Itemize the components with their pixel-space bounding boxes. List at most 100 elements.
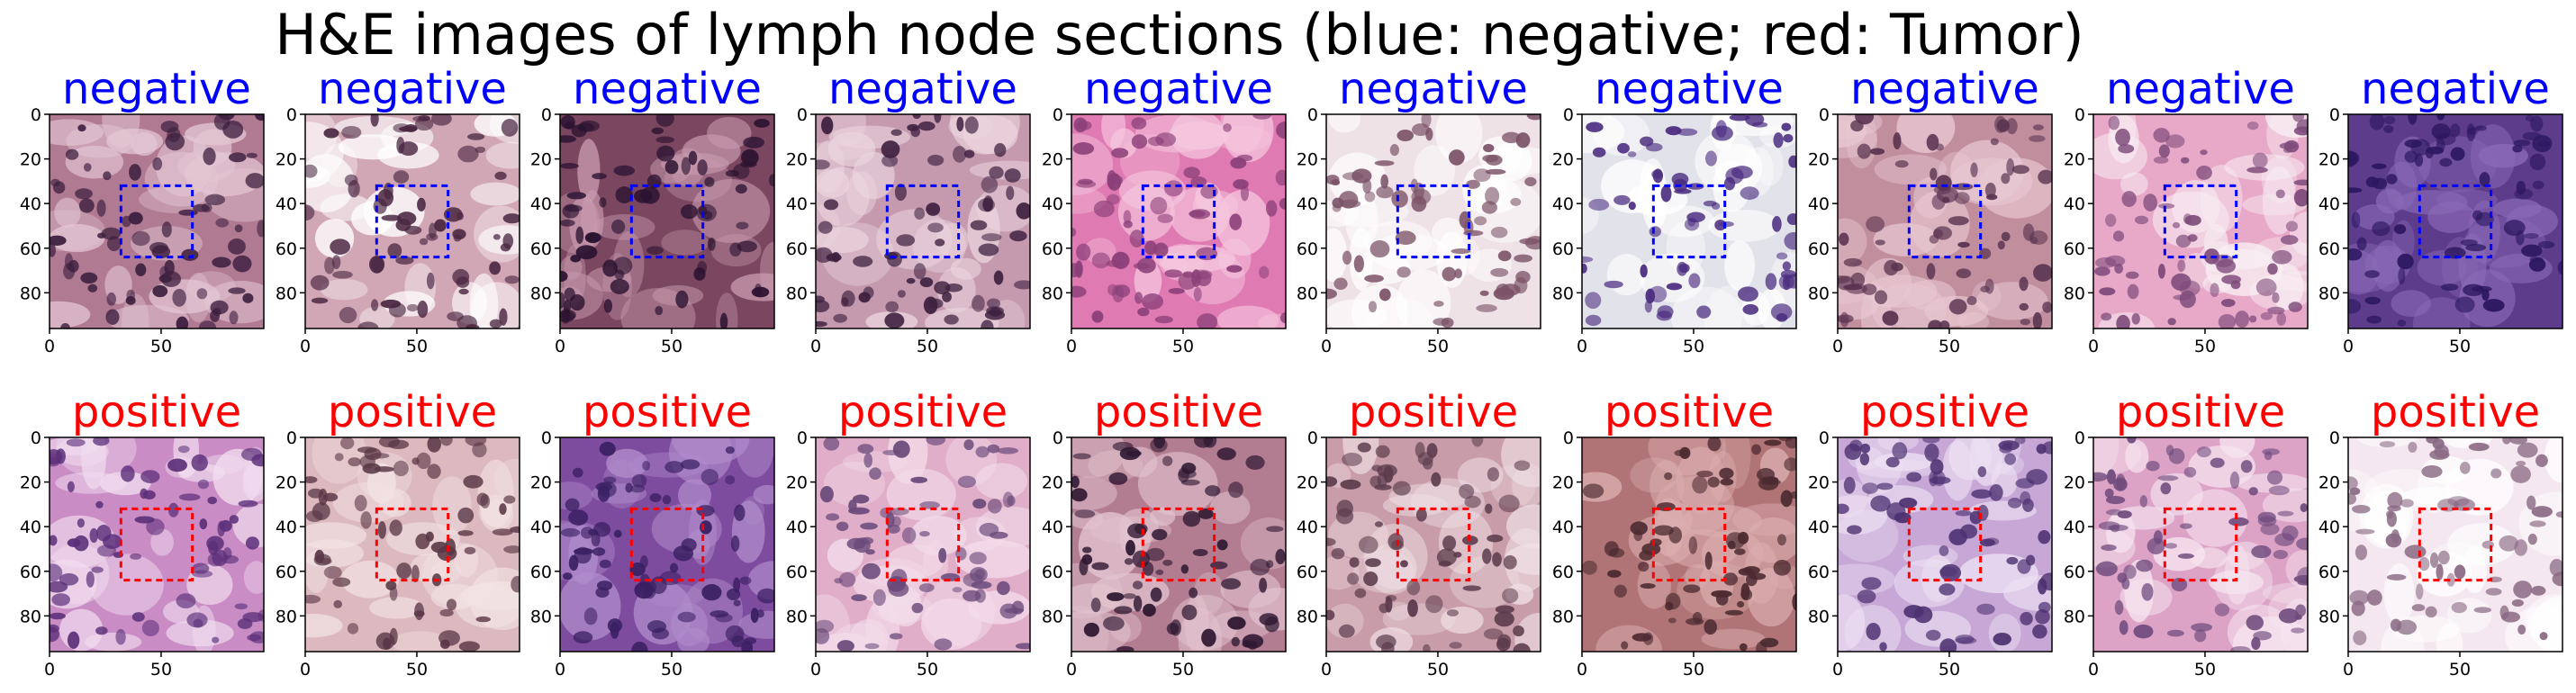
panel-negative-6: negative 0 20 40 60 80 0 50 — [1297, 64, 1541, 356]
y-tick-label: 20 — [786, 150, 808, 170]
y-tick-label: 0 — [797, 105, 808, 125]
y-tick-label: 20 — [20, 150, 41, 170]
x-tick-label: 0 — [300, 337, 311, 356]
y-tick-label: 60 — [786, 562, 808, 582]
y-tick-label: 40 — [2318, 518, 2340, 537]
y-tick-label: 20 — [1042, 473, 1063, 493]
panel-title: positive — [72, 387, 241, 437]
y-tick-label: 80 — [1552, 607, 1574, 626]
x-tick-label: 50 — [150, 660, 172, 680]
y-tick-label: 60 — [276, 239, 297, 259]
panel-negative-3: negative 0 20 40 60 80 0 50 — [530, 64, 775, 356]
x-tick-label: 50 — [661, 660, 682, 680]
tissue-image — [2348, 437, 2562, 652]
x-tick-label: 0 — [555, 337, 565, 356]
y-tick-label: 0 — [1307, 105, 1318, 125]
y-tick-label: 60 — [1297, 562, 1318, 582]
axes-frame — [559, 436, 775, 652]
x-tick-label: 0 — [555, 660, 565, 680]
roi-box — [375, 507, 450, 582]
y-tick-label: 20 — [2064, 473, 2085, 493]
x-tick-label: 50 — [1683, 660, 1704, 680]
panel-title: negative — [1850, 64, 2039, 114]
tissue-image — [50, 437, 264, 652]
tissue-image — [2093, 437, 2308, 652]
panel-grid: negative 0 20 40 60 80 0 50 negative 0 20 40 60 80 0 50… — [20, 64, 2563, 680]
panel-title: positive — [2371, 387, 2540, 437]
y-tick-label: 60 — [530, 239, 552, 259]
y-tick-label: 0 — [1819, 428, 1830, 448]
y-tick-label: 20 — [2318, 150, 2340, 170]
x-tick-label: 0 — [810, 337, 821, 356]
y-tick-label: 40 — [1552, 518, 1574, 537]
y-tick-label: 0 — [2074, 428, 2085, 448]
y-tick-label: 60 — [1808, 562, 1830, 582]
y-tick-label: 40 — [1297, 518, 1318, 537]
x-tick-label: 50 — [2194, 660, 2216, 680]
panel-title: negative — [2361, 64, 2550, 114]
roi-box — [1141, 184, 1216, 259]
x-tick-label: 0 — [2343, 337, 2354, 356]
x-tick-label: 0 — [1832, 660, 1843, 680]
y-tick-label: 0 — [286, 428, 297, 448]
figure-title: H&E images of lymph node sections (blue:… — [275, 2, 2083, 68]
y-tick-label: 20 — [1042, 150, 1063, 170]
y-tick-label: 0 — [1563, 428, 1574, 448]
roi-box — [1396, 507, 1471, 582]
x-tick-label: 0 — [1066, 337, 1077, 356]
roi-box — [119, 184, 194, 259]
roi-box — [119, 507, 194, 582]
y-tick-label: 40 — [786, 194, 808, 214]
y-tick-label: 80 — [20, 607, 41, 626]
y-tick-label: 20 — [2318, 473, 2340, 493]
y-tick-label: 80 — [530, 284, 552, 303]
y-tick-label: 40 — [2318, 194, 2340, 214]
y-tick-label: 80 — [1552, 284, 1574, 303]
y-tick-label: 80 — [1808, 607, 1830, 626]
axes-frame — [304, 436, 520, 652]
y-tick-label: 40 — [276, 518, 297, 537]
roi-box — [1651, 184, 1727, 259]
panel-title: negative — [1595, 64, 1784, 114]
y-tick-label: 20 — [1297, 473, 1318, 493]
panel-title: positive — [328, 387, 497, 437]
roi-box — [1651, 507, 1727, 582]
panel-title: positive — [1860, 387, 2029, 437]
y-tick-label: 20 — [20, 473, 41, 493]
x-tick-label: 0 — [1832, 337, 1843, 356]
y-tick-label: 40 — [786, 518, 808, 537]
y-tick-label: 80 — [530, 607, 552, 626]
x-tick-label: 0 — [44, 337, 55, 356]
y-tick-label: 60 — [1042, 562, 1063, 582]
panel-negative-9: negative 0 20 40 60 80 0 50 — [2064, 64, 2309, 356]
x-tick-label: 50 — [1683, 337, 1704, 356]
y-tick-label: 20 — [1552, 150, 1574, 170]
axes-frame — [2347, 113, 2563, 329]
x-tick-label: 50 — [406, 337, 428, 356]
y-tick-label: 40 — [2064, 518, 2085, 537]
panel-positive-6: positive 0 20 40 60 80 0 50 — [1297, 387, 1541, 680]
y-tick-label: 0 — [1819, 105, 1830, 125]
axes-frame — [1325, 436, 1541, 652]
tissue-image — [305, 437, 520, 652]
panel-negative-1: negative 0 20 40 60 80 0 50 — [20, 64, 265, 356]
panel-negative-5: negative 0 20 40 60 80 0 50 — [1042, 64, 1287, 356]
y-tick-label: 60 — [20, 239, 41, 259]
y-tick-label: 0 — [31, 428, 41, 448]
panel-positive-8: positive 0 20 40 60 80 0 50 — [1808, 387, 2053, 680]
y-tick-label: 0 — [541, 105, 552, 125]
x-tick-label: 50 — [917, 660, 938, 680]
y-tick-label: 20 — [2064, 150, 2085, 170]
y-tick-label: 40 — [2064, 194, 2085, 214]
y-tick-label: 0 — [1307, 428, 1318, 448]
y-tick-label: 60 — [20, 562, 41, 582]
x-tick-label: 50 — [1939, 660, 1960, 680]
roi-box — [1907, 507, 1983, 582]
axes-frame — [1837, 113, 2053, 329]
y-tick-label: 20 — [530, 473, 552, 493]
axes-frame — [49, 113, 265, 329]
y-tick-label: 0 — [797, 428, 808, 448]
y-tick-label: 40 — [1552, 194, 1574, 214]
tissue-image — [1071, 437, 1286, 652]
panel-title: positive — [838, 387, 1008, 437]
